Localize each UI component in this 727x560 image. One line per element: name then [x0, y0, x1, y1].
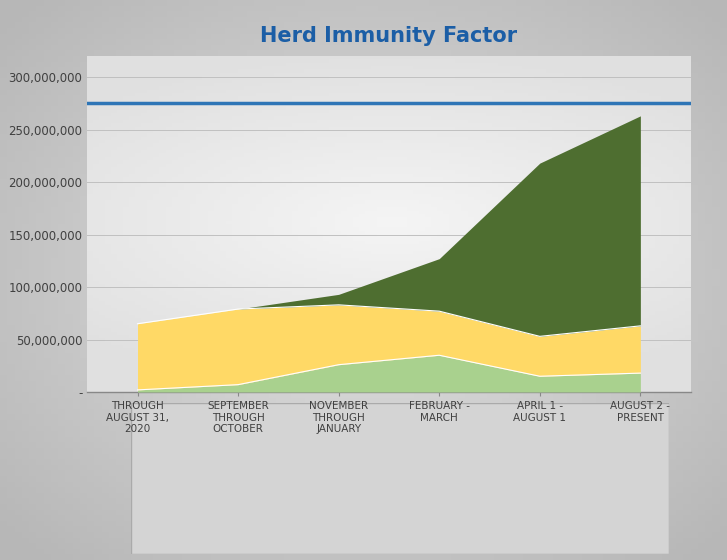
FancyBboxPatch shape: [131, 403, 669, 554]
Title: Herd Immunity Factor: Herd Immunity Factor: [260, 26, 518, 46]
